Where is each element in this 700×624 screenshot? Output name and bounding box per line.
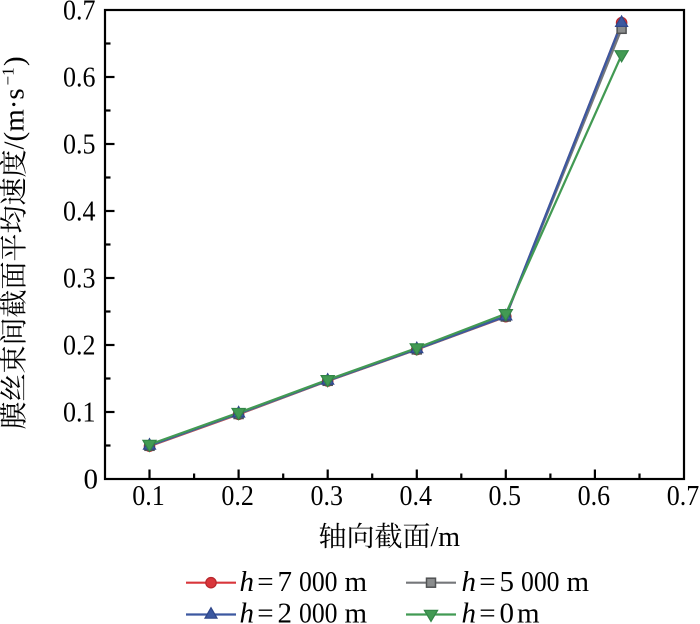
- svg-text:0.3: 0.3: [310, 480, 343, 512]
- svg-text:0.2: 0.2: [221, 480, 254, 512]
- svg-text:0.1: 0.1: [132, 480, 165, 512]
- svg-text:0: 0: [84, 463, 99, 495]
- svg-text:0.4: 0.4: [400, 480, 433, 512]
- svg-text:0.6: 0.6: [63, 61, 96, 93]
- svg-text:0.4: 0.4: [63, 195, 96, 227]
- svg-text:0.7: 0.7: [667, 480, 700, 512]
- svg-text:0.1: 0.1: [63, 396, 96, 428]
- svg-text:/m: /m: [431, 522, 461, 553]
- svg-text:0.5: 0.5: [489, 480, 522, 512]
- svg-text:0.6: 0.6: [578, 480, 611, 512]
- svg-text:h=0m: h = 0 m: [462, 598, 541, 624]
- svg-text:0.7: 0.7: [63, 0, 96, 26]
- svg-text:0.2: 0.2: [63, 329, 96, 361]
- svg-text:0.3: 0.3: [63, 262, 96, 294]
- svg-text:0.5: 0.5: [63, 128, 96, 160]
